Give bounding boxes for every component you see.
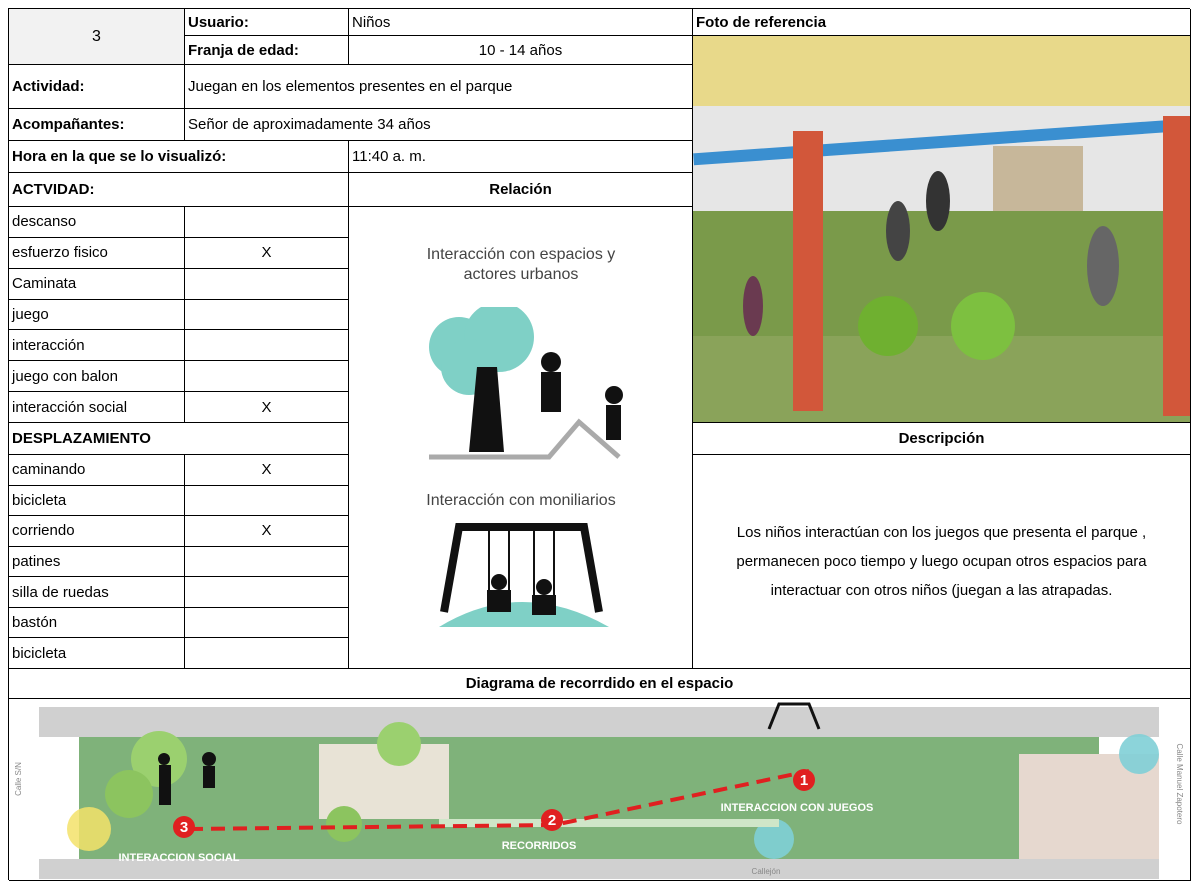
row-mark: [185, 485, 349, 517]
row-label: corriendo: [9, 516, 185, 547]
row-mark: [185, 638, 349, 669]
row-mark: [185, 299, 349, 331]
relation-frame: [349, 207, 693, 669]
row-mark: X: [185, 392, 349, 423]
point-number: 2: [548, 812, 556, 829]
urban-illustration: [429, 307, 623, 460]
field-value: 11:40 a. m.: [349, 141, 693, 173]
reference-photo: [693, 36, 1190, 422]
row-mark: [185, 268, 349, 300]
point-label: INTERACCION SOCIAL: [119, 852, 240, 864]
row-label: interacción: [9, 330, 185, 362]
section-title: ACTVIDAD:: [9, 173, 349, 207]
row-label: caminando: [9, 455, 185, 486]
swing-illustration: [439, 523, 609, 627]
row-mark: [185, 207, 349, 238]
row-label: Caminata: [9, 268, 185, 300]
point-label: RECORRIDOS: [502, 840, 577, 852]
field-label: Actividad:: [9, 65, 185, 109]
section-title: Foto de referencia: [693, 9, 1191, 36]
row-label: interacción social: [9, 392, 185, 423]
row-label: bicicleta: [9, 638, 185, 669]
section-title: Relación: [349, 173, 693, 207]
row-mark: [185, 361, 349, 393]
street-label: Calle Manuel Zapotero: [1175, 744, 1184, 825]
route-diagram: 1 2 3 INTERACCION CON JUEGOS RECORRIDOS …: [9, 699, 1190, 880]
relation-item: Interacción con moniliarios: [426, 492, 616, 509]
sheet: 3 Usuario: Niños Foto de referencia Franja d…: [8, 8, 1191, 881]
relation-item: Interacción con espacios y actores urban…: [426, 246, 616, 283]
point-number: 1: [800, 772, 808, 789]
field-value: 10 - 14 años: [349, 36, 693, 65]
row-label: juego: [9, 299, 185, 331]
photo-frame: [693, 36, 1191, 423]
description-text: Los niños interactúan con los juegos que…: [693, 455, 1191, 669]
field-value: Niños: [349, 9, 693, 36]
field-value: Señor de aproximadamente 34 años: [185, 109, 693, 141]
row-label: juego con balon: [9, 361, 185, 393]
street-label: Callejón: [752, 867, 781, 876]
row-label: esfuerzo fisico: [9, 237, 185, 269]
row-mark: X: [185, 237, 349, 269]
section-title: Descripción: [693, 423, 1191, 455]
row-label: silla de ruedas: [9, 577, 185, 608]
row-label: patines: [9, 546, 185, 578]
record-number: 3: [9, 9, 185, 65]
row-mark: [185, 577, 349, 608]
row-mark: [185, 607, 349, 639]
row-mark: X: [185, 455, 349, 486]
field-label: Usuario:: [185, 9, 349, 36]
relation-area: Interacción con espacios y actores urban…: [349, 207, 693, 669]
section-title: DESPLAZAMIENTO: [9, 423, 349, 455]
diagram-frame: [9, 699, 1191, 881]
row-label: bastón: [9, 607, 185, 639]
row-mark: [185, 546, 349, 578]
section-title: Diagrama de recorrdido en el espacio: [9, 669, 1191, 699]
point-label: INTERACCION CON JUEGOS: [721, 802, 874, 814]
street-label: Calle S/N: [14, 762, 23, 796]
row-mark: X: [185, 516, 349, 547]
field-label: Hora en la que se lo visualizó:: [9, 141, 349, 173]
row-label: descanso: [9, 207, 185, 238]
row-label: bicicleta: [9, 485, 185, 517]
point-number: 3: [180, 819, 188, 836]
row-mark: [185, 330, 349, 362]
field-label: Acompañantes:: [9, 109, 185, 141]
field-value: Juegan en los elementos presentes en el …: [185, 65, 693, 109]
field-label: Franja de edad:: [185, 36, 349, 65]
